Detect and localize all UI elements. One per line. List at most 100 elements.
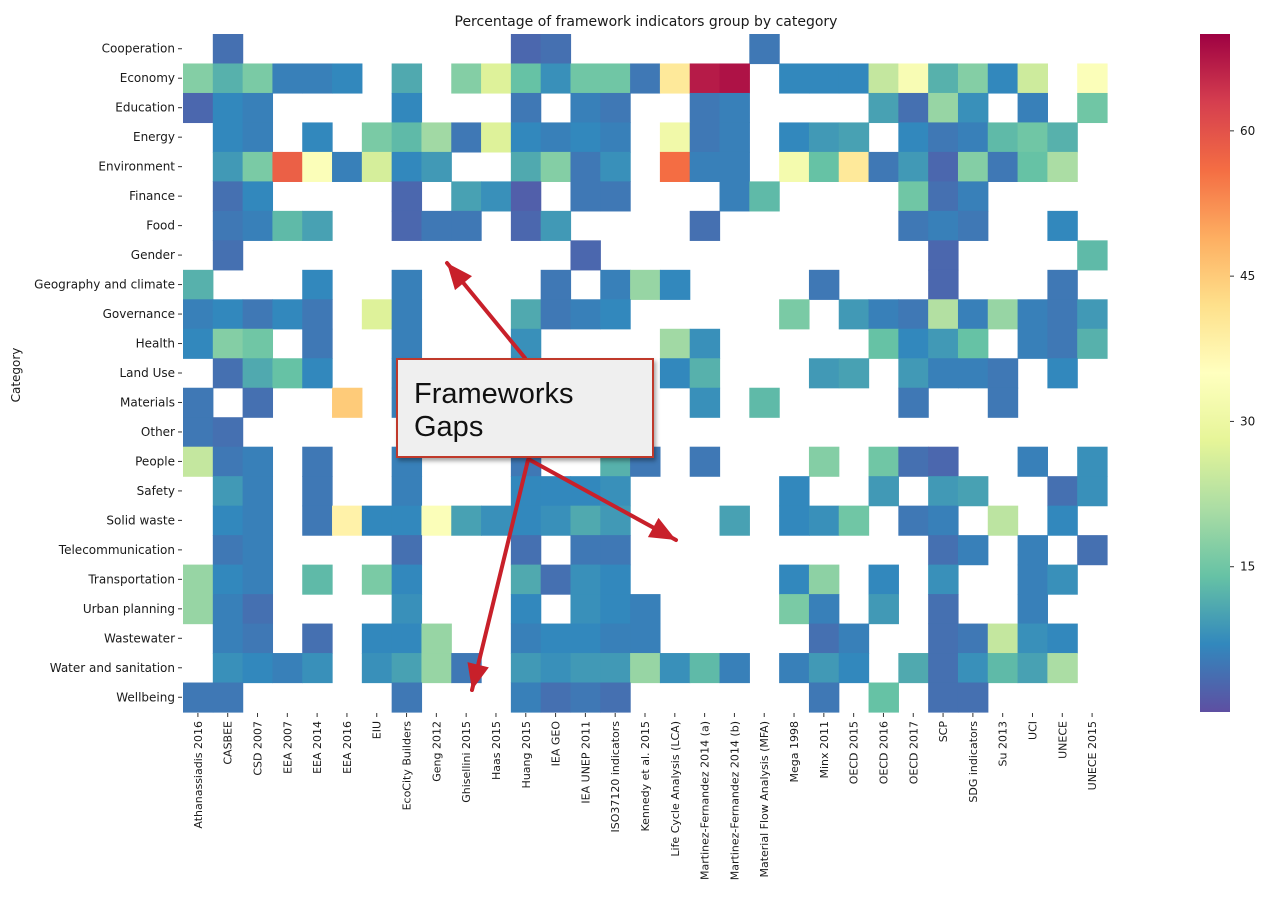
heatmap-cell [808,358,840,389]
heatmap-cell [1047,623,1078,654]
heatmap-cell [898,151,929,182]
heatmap-cell [1047,564,1078,595]
column-label: Material Flow Analysis (MFA) [758,721,771,878]
heatmap-cell [957,181,989,212]
heatmap-cell [540,299,572,330]
heatmap-cell [987,358,1019,389]
heatmap-cell [242,299,274,330]
heatmap-cell [510,564,542,595]
heatmap-cell [808,564,840,595]
row-label: Gender [131,248,175,262]
heatmap-cell [600,63,631,94]
heatmap-cell [1017,623,1048,654]
heatmap-cell [689,653,721,684]
heatmap-cell [689,63,721,94]
heatmap-cell [212,122,244,153]
row-label: Materials [120,395,175,409]
heatmap-cell [540,63,572,94]
heatmap-cell [242,505,274,536]
row-label: Solid waste [106,513,175,527]
heatmap-cell [749,387,780,418]
heatmap-cell [898,505,929,536]
heatmap-cell [719,151,750,182]
heatmap-cell [212,682,244,713]
heatmap-cell [838,653,870,684]
heatmap-cell [510,535,542,566]
heatmap-cell [540,505,572,536]
heatmap-cell [570,92,601,124]
heatmap-cell [451,210,482,241]
heatmap-cell [302,505,333,536]
heatmap-cell [898,328,929,359]
heatmap-cell [481,181,512,212]
row-label: Transportation [87,572,175,586]
heatmap-cell [242,476,274,507]
heatmap-cell [570,151,601,182]
column-label: Ghisellini 2015 [460,721,473,803]
heatmap-cell [361,299,393,330]
heatmap-cell [779,653,810,684]
heatmap-cell [510,92,542,124]
heatmap-cell [987,151,1019,182]
heatmap-cell [838,623,870,654]
heatmap-cell [779,122,810,153]
heatmap-cell [510,210,542,241]
heatmap-cell [779,299,810,330]
column-labels: Athanassiadis 2016 CASBEE CSD 2007 EEA 2007… [192,713,1099,880]
heatmap-cell [302,299,333,330]
heatmap-cell [928,92,959,124]
heatmap-cell [421,210,452,241]
heatmap-cell [361,623,393,654]
heatmap-cell [600,299,631,330]
heatmap-cell [183,564,214,595]
heatmap-cell [212,63,244,94]
heatmap-cell [1047,358,1078,389]
heatmap-cell [1017,92,1048,124]
heatmap-cell [212,240,244,271]
heatmap-cell [1017,535,1048,566]
column-label: IEA GEO [550,721,563,767]
annotation-arrows [445,261,678,692]
heatmap-cell [928,505,959,536]
heatmap-cell [570,564,601,595]
heatmap-cell [1017,122,1048,153]
heatmap-cell [302,328,333,359]
arrowhead [647,517,676,540]
heatmap-cell [838,358,870,389]
heatmap-cell [630,653,661,684]
heatmap-cell [212,417,244,448]
heatmap-cell [808,623,840,654]
heatmap-cell [898,181,929,212]
row-label: Wastewater [104,631,175,645]
heatmap-cell [242,564,274,595]
heatmap-cell [779,564,810,595]
heatmap-cell [957,653,989,684]
heatmap-cell [838,299,870,330]
column-label: EEA 2014 [311,721,324,774]
heatmap-cell [570,122,601,153]
heatmap-cell [183,328,214,359]
heatmap-cell [540,653,572,684]
heatmap-cell [898,653,929,684]
heatmap-cell [1077,476,1108,507]
heatmap-cell [957,151,989,182]
heatmap-cell [659,63,691,94]
heatmap-cell [928,358,959,389]
heatmap-cell [600,653,631,684]
row-label: Telecommunication [58,543,175,557]
heatmap-cell [689,210,721,241]
heatmap-cell [212,358,244,389]
heatmap-cell [987,299,1019,330]
heatmap-cell [838,63,870,94]
heatmap-cell [212,210,244,241]
heatmap-cell [898,63,929,94]
heatmap-cell [183,417,214,448]
heatmap-cell [242,181,274,212]
heatmap-cell [928,240,959,271]
heatmap-cell [242,63,274,94]
heatmap-cell [838,122,870,153]
heatmap-cell [928,210,959,241]
heatmap-cell [510,594,542,625]
heatmap-cell [1077,535,1108,566]
heatmap-cell [749,34,780,65]
